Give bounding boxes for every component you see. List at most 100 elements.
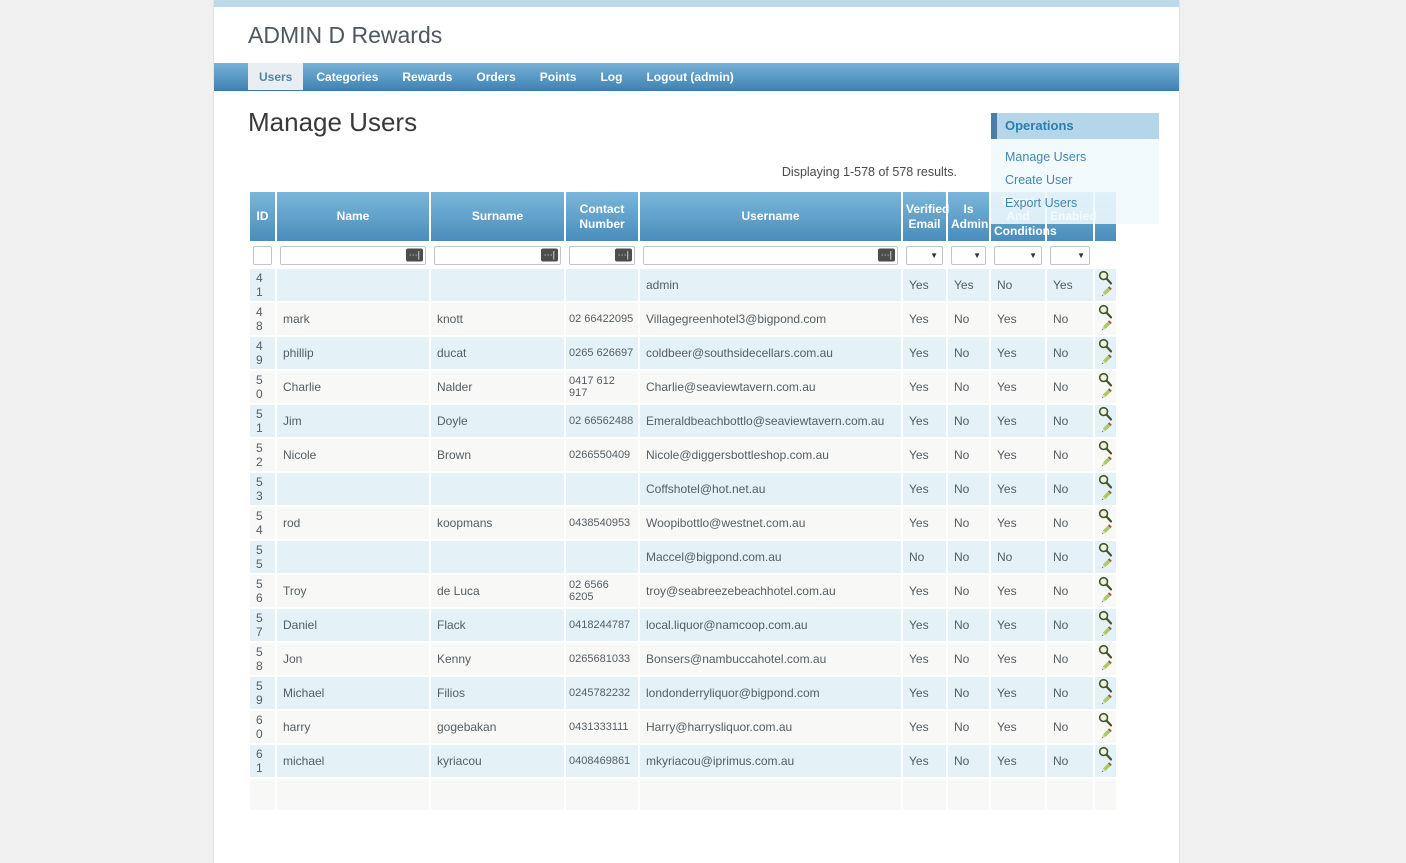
cell-is-admin: No <box>946 471 991 507</box>
cell-username: Emeraldbeachbottlo@seaviewtavern.com.au <box>638 403 903 439</box>
nav-item-rewards[interactable]: Rewards <box>402 69 453 84</box>
view-icon[interactable] <box>1098 644 1113 659</box>
row-actions <box>1093 267 1118 303</box>
cell-id: 56 <box>248 573 277 609</box>
update-icon[interactable] <box>1098 523 1113 538</box>
cell-enabled: No <box>1045 539 1095 575</box>
view-icon[interactable] <box>1098 576 1113 591</box>
cell-name: harry <box>275 709 431 745</box>
cell-verified-email: Yes <box>901 437 948 473</box>
cell-is-admin: No <box>946 301 991 337</box>
filter-name-input[interactable] <box>280 245 426 265</box>
chevron-down-icon: ▼ <box>1077 250 1085 260</box>
filter-is-admin-select[interactable]: ▼ <box>951 245 986 265</box>
view-icon[interactable] <box>1098 678 1113 693</box>
cell-enabled: Yes <box>1045 267 1095 303</box>
cell-terms: Yes <box>989 335 1047 371</box>
view-icon[interactable] <box>1098 508 1113 523</box>
view-icon[interactable] <box>1098 304 1113 319</box>
cell-id: 57 <box>248 607 277 643</box>
row-actions <box>1093 675 1118 711</box>
update-icon[interactable] <box>1098 489 1113 504</box>
filter-surname-input[interactable] <box>434 245 561 265</box>
table-header-row: ID Name Surname Contact Number Username … <box>248 190 1118 243</box>
view-icon[interactable] <box>1098 406 1113 421</box>
update-icon[interactable] <box>1098 761 1113 776</box>
view-icon[interactable] <box>1098 372 1113 387</box>
update-icon[interactable] <box>1098 727 1113 742</box>
filter-row: ···| ···| ···| ···| ▼ ▼ ▼ ▼ <box>248 241 1118 269</box>
view-icon[interactable] <box>1098 338 1113 353</box>
view-icon[interactable] <box>1098 712 1113 727</box>
update-icon[interactable] <box>1098 693 1113 708</box>
update-icon[interactable] <box>1098 285 1113 300</box>
update-icon[interactable] <box>1098 659 1113 674</box>
cell-surname: Nalder <box>429 369 566 405</box>
column-header-contact-number[interactable]: Contact Number <box>564 190 640 243</box>
cell-id: 59 <box>248 675 277 711</box>
cell-verified-email: Yes <box>901 709 948 745</box>
column-header-id[interactable]: ID <box>248 190 277 243</box>
cell-terms: Yes <box>989 709 1047 745</box>
update-icon[interactable] <box>1098 387 1113 402</box>
update-icon[interactable] <box>1098 353 1113 368</box>
nav-item-points[interactable]: Points <box>539 69 577 84</box>
table-row: 53 Coffshotel@hot.net.au Yes No Yes No <box>248 471 1118 507</box>
table-row: 56 Troy de Luca 02 6566 6205 troy@seabreezeb… <box>248 573 1118 609</box>
cell-surname: de Luca <box>429 573 566 609</box>
column-header-is-admin[interactable]: Is Admin <box>946 190 991 243</box>
filter-id-input[interactable] <box>253 245 272 265</box>
table-row: 60 harry gogebakan 0431333111 Harry@harrysli… <box>248 709 1118 745</box>
view-icon[interactable] <box>1098 440 1113 455</box>
table-row: 61 michael kyriacou 0408469861 mkyriacou@ipr… <box>248 743 1118 779</box>
operations-link-create-user[interactable]: Create User <box>1005 173 1073 187</box>
cell-is-admin: No <box>946 369 991 405</box>
nav-item-logout[interactable]: Logout (admin) <box>646 69 734 84</box>
nav-item-categories[interactable]: Categories <box>316 69 379 84</box>
view-icon[interactable] <box>1098 746 1113 761</box>
cell-verified-email: Yes <box>901 641 948 677</box>
update-icon[interactable] <box>1098 319 1113 334</box>
view-icon[interactable] <box>1098 474 1113 489</box>
update-icon[interactable] <box>1098 625 1113 640</box>
cell-surname: Flack <box>429 607 566 643</box>
cell-name <box>275 539 431 575</box>
filter-terms-select[interactable]: ▼ <box>994 245 1042 265</box>
filter-verified-email-select[interactable]: ▼ <box>906 245 943 265</box>
table-row: 41 admin Yes Yes No Yes <box>248 267 1118 303</box>
column-header-surname[interactable]: Surname <box>429 190 566 243</box>
nav-item-users[interactable]: Users <box>248 63 304 90</box>
cell-username: Coffshotel@hot.net.au <box>638 471 903 507</box>
update-icon[interactable] <box>1098 557 1113 572</box>
view-icon[interactable] <box>1098 270 1113 285</box>
cell-username: Charlie@seaviewtavern.com.au <box>638 369 903 405</box>
filter-username-input[interactable] <box>643 245 898 265</box>
view-icon[interactable] <box>1098 542 1113 557</box>
cell-surname: koopmans <box>429 505 566 541</box>
update-icon[interactable] <box>1098 421 1113 436</box>
update-icon[interactable] <box>1098 591 1113 606</box>
cell-terms: Yes <box>989 505 1047 541</box>
cell-contact: 0245782232 <box>564 675 640 711</box>
nav-item-orders[interactable]: Orders <box>476 69 516 84</box>
chevron-down-icon: ▼ <box>930 250 938 260</box>
cell-name: Michael <box>275 675 431 711</box>
filter-contact-input[interactable] <box>569 245 635 265</box>
update-icon[interactable] <box>1098 455 1113 470</box>
column-header-verified-email[interactable]: Verified Email <box>901 190 949 243</box>
filter-enabled-select[interactable]: ▼ <box>1050 245 1090 265</box>
row-actions <box>1093 573 1118 609</box>
cell-surname: Doyle <box>429 403 566 439</box>
operations-link-export-users[interactable]: Export Users <box>1005 196 1078 210</box>
column-header-username[interactable]: Username <box>638 190 903 243</box>
column-header-name[interactable]: Name <box>275 190 431 243</box>
operations-link-manage-users[interactable]: Manage Users <box>1005 150 1087 164</box>
cell-name: Nicole <box>275 437 431 473</box>
cell-terms: Yes <box>989 607 1047 643</box>
cell-username: mkyriacou@iprimus.com.au <box>638 743 903 779</box>
cell-contact: 0431333111 <box>564 709 640 745</box>
page-container: ADMIN D Rewards Users Categories Rewards… <box>213 0 1180 863</box>
nav-item-log[interactable]: Log <box>600 69 623 84</box>
view-icon[interactable] <box>1098 610 1113 625</box>
row-actions <box>1093 437 1118 473</box>
